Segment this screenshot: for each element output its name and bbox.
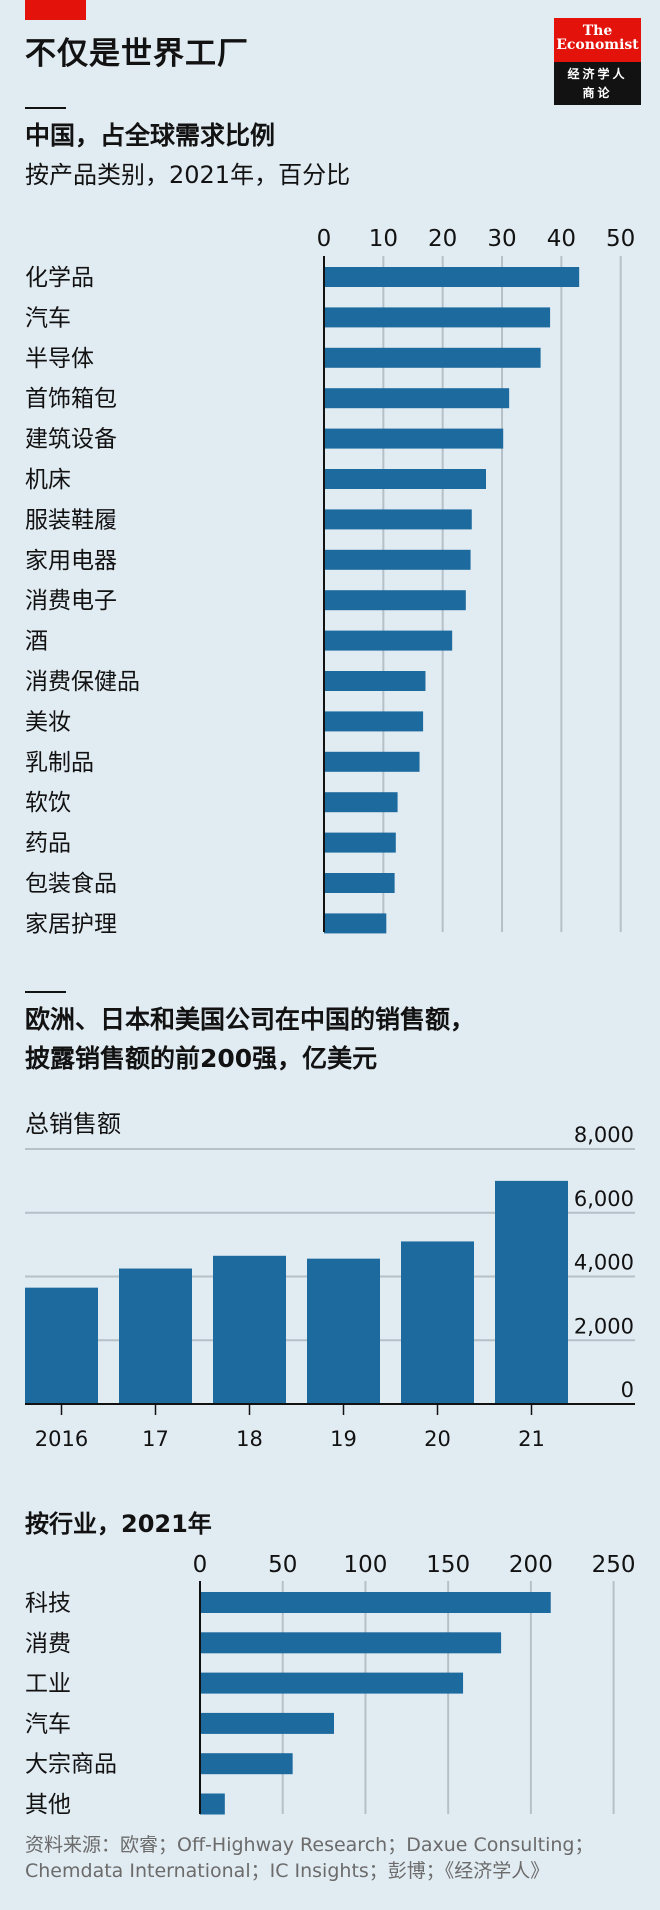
bar	[324, 913, 387, 934]
logo-line2: Economist	[556, 37, 639, 53]
bar	[324, 347, 541, 368]
tick-label: 0	[193, 1552, 208, 1578]
chart1-title: 中国，占全球需求比例	[25, 121, 276, 150]
bar	[200, 1632, 502, 1654]
chart2-title-line2: 披露销售额的前200强，亿美元	[25, 1044, 378, 1073]
category-label: 化学品	[25, 265, 94, 291]
category-label: 半导体	[25, 346, 94, 372]
tick-label: 10	[369, 226, 398, 252]
category-label: 科技	[25, 1591, 71, 1617]
x-tick-label: 20	[424, 1427, 451, 1451]
page-title: 不仅是世界工厂	[25, 36, 249, 72]
tick-label: 2,000	[574, 1314, 634, 1338]
tick-label: 50	[268, 1552, 297, 1578]
chart2-title: 欧洲、日本和美国公司在中国的销售额，	[25, 1005, 476, 1034]
bar	[495, 1180, 568, 1404]
chart3-panel-title: 按行业，2021年	[25, 1510, 212, 1538]
category-label: 美妆	[25, 709, 71, 735]
bar	[324, 792, 398, 813]
chart1-subtitle: 按产品类别，2021年，百分比	[25, 161, 351, 189]
category-label: 消费电子	[25, 588, 117, 614]
category-label: 包装食品	[25, 871, 117, 897]
category-label: 家居护理	[25, 911, 117, 937]
tick-label: 50	[606, 226, 635, 252]
bar	[324, 509, 472, 530]
category-label: 建筑设备	[25, 427, 117, 453]
bar	[324, 388, 510, 409]
tick-label: 6,000	[574, 1187, 634, 1211]
bar	[324, 428, 504, 449]
bar	[324, 873, 395, 893]
category-label: 乳制品	[25, 750, 94, 776]
x-tick-label: 17	[142, 1427, 169, 1451]
tick-label: 0	[317, 226, 332, 252]
bar	[324, 307, 551, 328]
tick-label: 20	[428, 226, 457, 252]
red-tag	[25, 0, 86, 20]
tick-label: 30	[487, 226, 516, 252]
bar	[324, 711, 424, 732]
category-label: 汽车	[25, 1711, 71, 1737]
logo-line3: 经济学人	[567, 67, 628, 81]
category-label: 消费保健品	[25, 669, 140, 695]
chart2-panel-title: 总销售额	[25, 1110, 121, 1138]
tick-label: 250	[592, 1552, 636, 1578]
bar	[200, 1793, 225, 1815]
tick-label: 40	[547, 226, 576, 252]
bar	[324, 751, 420, 772]
category-label: 其他	[25, 1792, 71, 1818]
bar	[324, 671, 426, 691]
section-rule	[25, 107, 66, 109]
x-tick-label: 18	[236, 1427, 263, 1451]
category-label: 软饮	[25, 790, 71, 816]
category-label: 大宗商品	[25, 1752, 117, 1778]
tick-label: 150	[426, 1552, 470, 1578]
logo-line1: The	[582, 23, 613, 39]
bar	[324, 469, 486, 489]
category-label: 消费	[25, 1631, 71, 1657]
category-label: 家用电器	[25, 548, 117, 574]
source-note: 资料来源：欧睿；Off-Highway Research；Daxue Consu…	[25, 1834, 594, 1882]
tick-label: 8,000	[574, 1123, 634, 1147]
bar	[324, 590, 466, 611]
category-label: 汽车	[25, 305, 71, 331]
bar	[25, 1287, 98, 1404]
category-label: 首饰箱包	[25, 386, 117, 412]
bar	[324, 549, 471, 570]
category-label: 工业	[25, 1671, 71, 1697]
x-tick-label: 21	[518, 1427, 545, 1451]
bar	[119, 1268, 192, 1404]
category-label: 机床	[25, 467, 71, 493]
bar	[324, 630, 453, 651]
tick-label: 0	[621, 1378, 634, 1402]
bar	[200, 1712, 335, 1734]
tick-label: 200	[509, 1552, 553, 1578]
bar	[213, 1255, 286, 1404]
logo-line4: 商论	[582, 86, 613, 100]
bar	[200, 1753, 293, 1775]
bar	[324, 832, 396, 853]
bar	[401, 1241, 474, 1404]
bar	[200, 1592, 551, 1613]
section-rule	[25, 991, 66, 993]
bar	[307, 1258, 380, 1404]
bar	[324, 267, 580, 287]
category-label: 药品	[25, 831, 71, 857]
category-label: 服装鞋履	[25, 507, 117, 533]
x-tick-label: 19	[330, 1427, 357, 1451]
category-label: 酒	[25, 629, 48, 655]
x-tick-label: 2016	[35, 1427, 88, 1451]
tick-label: 100	[343, 1552, 387, 1578]
bar	[200, 1672, 464, 1694]
economist-logo: The Economist 经济学人商论	[554, 18, 641, 105]
tick-label: 4,000	[574, 1251, 634, 1275]
